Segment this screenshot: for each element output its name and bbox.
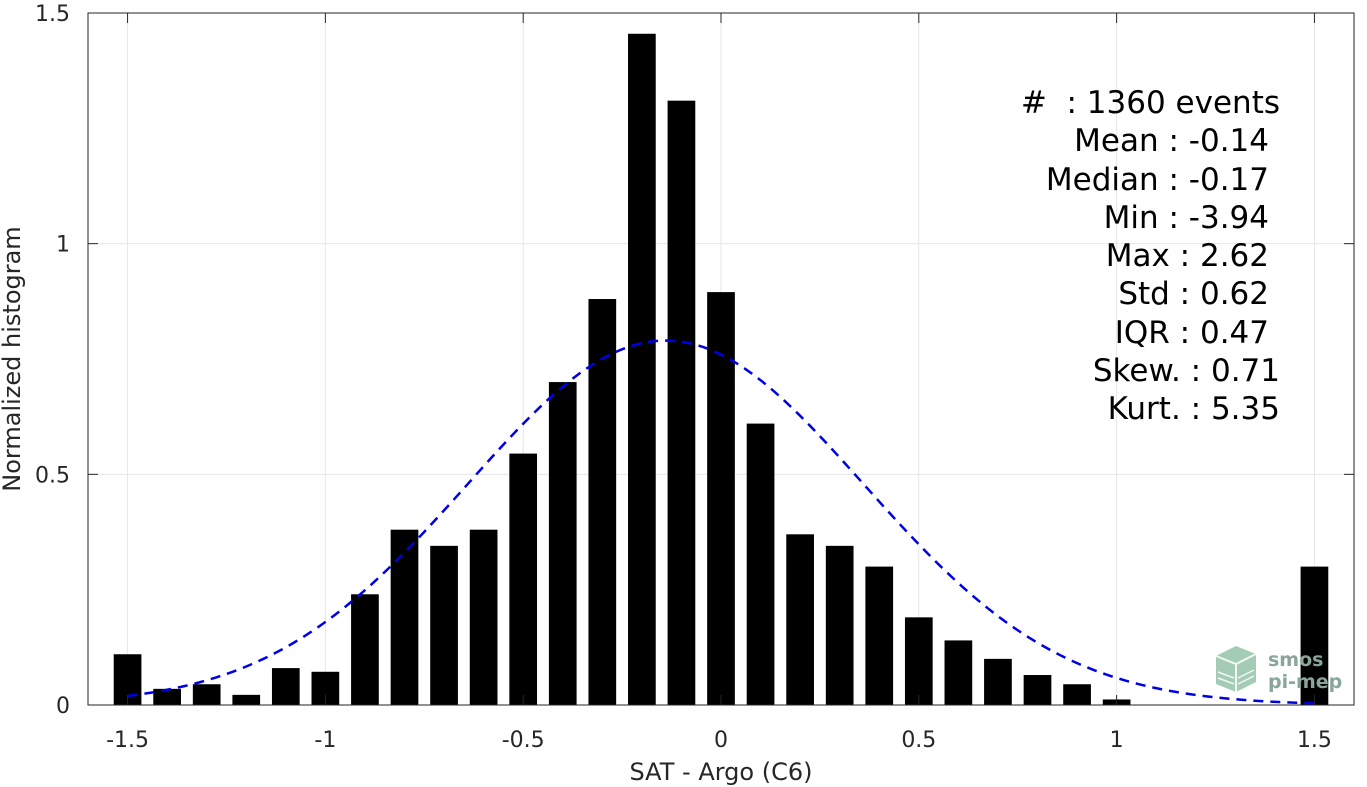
histogram-bar	[667, 100, 696, 706]
x-tick-label: 0.5	[901, 728, 936, 753]
stat-line: Median : -0.17	[1045, 161, 1269, 198]
normal-fit-curve	[127, 339, 1315, 705]
histogram-bar	[904, 617, 933, 705]
y-tick-label: 1	[56, 233, 70, 258]
stat-line: Max : 2.62	[1105, 238, 1269, 275]
histogram-bar	[509, 453, 538, 705]
histogram-bar	[825, 545, 854, 705]
logo-line1: smos	[1268, 649, 1323, 671]
x-tick-label: -1.5	[106, 728, 149, 753]
histogram-bar	[984, 658, 1012, 705]
histogram-bar	[153, 688, 181, 705]
y-tick-labels: 0 0.5 1 1.5	[35, 2, 70, 719]
histogram-bar	[786, 534, 814, 705]
stat-line: Min : -3.94	[1103, 199, 1269, 236]
smos-pi-mep-logo: smos pi-mep	[1215, 646, 1342, 693]
statistics-box: # : 1360 events Mean : -0.14 Median : -0.1…	[990, 84, 1280, 429]
histogram-bar	[1063, 684, 1091, 705]
histogram-bar	[865, 566, 894, 705]
histogram-bar	[588, 299, 617, 705]
x-tick-label: 0	[714, 728, 728, 753]
histogram-bar	[548, 382, 577, 705]
histogram-bar	[469, 529, 498, 705]
logo-cube-icon	[1215, 646, 1257, 692]
histogram-bar	[1300, 566, 1329, 705]
y-tick-label: 0.5	[35, 463, 70, 488]
x-tick-labels: -1.5 -1 -0.5 0 0.5 1 1.5	[106, 728, 1332, 753]
histogram-bar	[430, 545, 458, 705]
histogram-bar	[1023, 675, 1052, 705]
x-tick-label: 1	[1110, 728, 1124, 753]
stat-line: Skew. : 0.71	[1092, 353, 1280, 390]
histogram-bar	[746, 423, 775, 705]
x-tick-label: -0.5	[502, 728, 545, 753]
x-tick-label: -1	[314, 728, 336, 753]
stat-line: Kurt. : 5.35	[1107, 391, 1280, 428]
axis-ticks	[88, 12, 1354, 706]
histogram-bar	[271, 668, 300, 705]
histogram-bars	[113, 33, 1329, 706]
stat-line: # : 1360 events	[1020, 85, 1280, 121]
x-tick-label: 1.5	[1297, 728, 1332, 753]
histogram-bar	[944, 640, 973, 705]
stat-line: Mean : -0.14	[1074, 123, 1269, 160]
logo-line2: pi-mep	[1268, 671, 1342, 693]
y-tick-label: 0	[56, 694, 70, 719]
y-tick-label: 1.5	[35, 2, 70, 27]
histogram-bar	[232, 694, 261, 705]
y-axis-label: Normalized histogram	[0, 226, 26, 491]
histogram-bar	[351, 594, 379, 705]
stat-line: IQR : 0.47	[1114, 314, 1269, 351]
histogram-bar	[628, 33, 656, 705]
histogram-bar	[192, 684, 221, 705]
stat-line: Std : 0.62	[1118, 276, 1269, 313]
x-axis-label: SAT - Argo (C6)	[630, 758, 813, 786]
histogram-bar	[390, 529, 419, 705]
